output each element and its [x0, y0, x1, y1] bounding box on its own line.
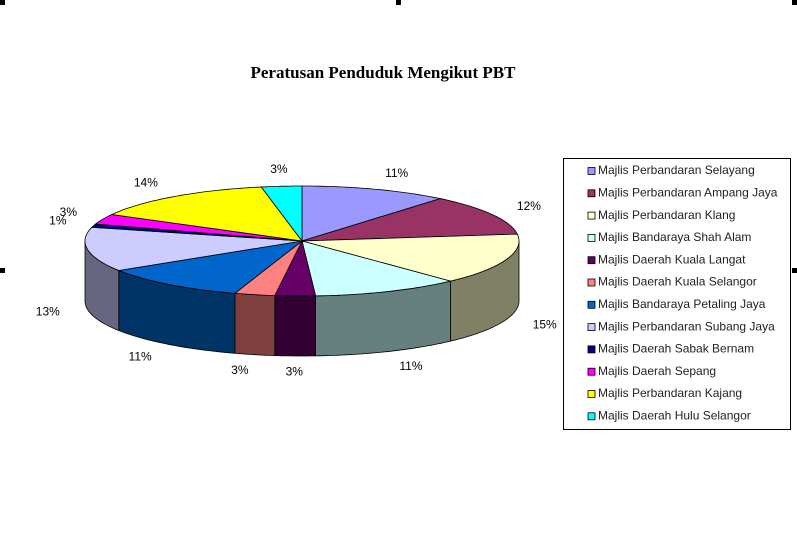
legend-swatch — [587, 323, 596, 332]
slice — [301, 185, 442, 242]
data-label: 14% — [134, 175, 158, 189]
legend-swatch — [587, 256, 596, 265]
slice — [110, 186, 303, 242]
legend-label: Majlis Daerah Sepang — [598, 364, 716, 378]
selection-handle — [396, 0, 401, 5]
slice — [84, 226, 303, 271]
data-label: 13% — [36, 304, 60, 318]
selection-handle — [0, 0, 5, 5]
legend-box — [563, 158, 791, 430]
legend-label: Majlis Daerah Kuala Langat — [598, 252, 746, 266]
slice — [233, 240, 303, 297]
slice — [301, 240, 451, 297]
slice — [117, 240, 303, 294]
data-label: 3% — [286, 365, 304, 379]
slice — [94, 214, 303, 242]
chart-title: Peratusan Penduduk Mengikut PBT — [251, 63, 517, 82]
legend-label: Majlis Perbandaran Subang Jaya — [598, 319, 775, 333]
selection-handle — [792, 0, 797, 5]
legend-swatch — [587, 211, 596, 220]
slice — [301, 198, 518, 242]
legend-swatch — [587, 367, 596, 376]
data-label: 3% — [60, 205, 78, 219]
legend-swatch — [587, 278, 596, 287]
slice — [301, 233, 520, 282]
data-label: 12% — [517, 199, 541, 213]
legend-swatch — [587, 345, 596, 354]
slice-side — [274, 295, 316, 357]
legend-swatch — [587, 167, 596, 175]
legend-swatch — [587, 390, 596, 398]
selection-handle — [792, 268, 797, 273]
data-label: 1% — [49, 213, 67, 227]
slice — [260, 185, 303, 243]
data-label: 3% — [270, 162, 288, 176]
slice — [274, 239, 317, 297]
legend-swatch — [587, 300, 596, 309]
legend-label: Majlis Bandaraya Petaling Jaya — [598, 297, 766, 311]
data-label: 11% — [129, 350, 152, 364]
legend-label: Majlis Perbandaran Ampang Jaya — [598, 185, 778, 199]
selection-handle — [0, 268, 5, 273]
legend-swatch — [587, 233, 596, 242]
legend-label: Majlis Daerah Sabak Bernam — [598, 342, 754, 356]
legend-swatch — [587, 189, 596, 198]
legend-label: Majlis Daerah Hulu Selangor — [598, 408, 751, 422]
legend-label: Majlis Perbandaran Kajang — [598, 386, 742, 400]
legend-label: Majlis Perbandaran Klang — [598, 208, 735, 222]
slice-side — [234, 292, 276, 357]
data-label: 3% — [231, 363, 249, 377]
data-label: 15% — [533, 317, 557, 331]
legend-label: Majlis Daerah Kuala Selangor — [598, 275, 757, 289]
data-label: 11% — [399, 359, 422, 373]
legend-label: Majlis Perbandaran Selayang — [598, 163, 755, 177]
legend-label: Majlis Bandaraya Shah Alam — [598, 230, 751, 244]
data-label: 11% — [385, 166, 408, 180]
legend-swatch — [587, 412, 596, 421]
